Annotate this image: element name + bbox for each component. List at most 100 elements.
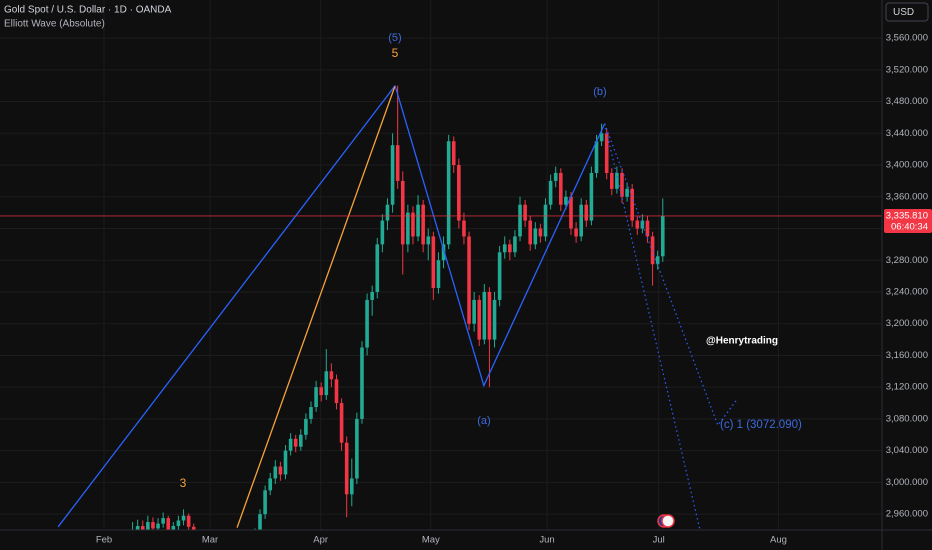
candle-body [370,291,374,300]
y-tick-label: 3,000.000 [886,477,928,488]
candle-body [655,256,660,265]
candle-body [553,172,558,181]
candle-body [411,212,415,237]
x-tick-label: May [422,535,440,546]
candle-body [528,220,533,245]
candle-body [436,260,441,289]
y-tick-label: 3,160.000 [886,350,928,361]
candle-body [268,478,273,491]
wave-label: @Henrytrading [706,336,778,347]
y-tick-label: 3,280.000 [886,255,928,266]
candle-body [518,204,522,237]
candle-body [589,172,594,221]
candle-body [140,526,145,530]
last-price-label: 3,335.810 [886,210,928,221]
y-tick-label: 2,960.000 [886,509,928,520]
candle-body [385,204,390,221]
candle-body [406,212,410,245]
candle-body [467,236,471,324]
candle-body [564,196,568,205]
candle-body [151,522,155,529]
candle-body [263,490,267,515]
candle-body [171,526,176,530]
candle-body [584,204,589,221]
candle-body [314,387,318,408]
candle-body [502,244,507,253]
grid [0,0,882,530]
wave-label: (b) [593,86,606,98]
candle-body [487,291,492,340]
candle-body [594,141,599,173]
candle-body [365,299,369,348]
candle-body [482,291,487,340]
wave-label: 5 [392,46,399,60]
candle-body [604,133,609,173]
candle-body [304,418,308,435]
y-tick-label: 3,200.000 [886,318,928,329]
candle-body [543,204,548,237]
y-tick-label: 3,360.000 [886,191,928,202]
candle-body [329,371,334,380]
candle-body [156,523,160,529]
candle-body [146,522,150,530]
candle-body [176,520,181,527]
candle-body [258,514,262,530]
candle-body [513,236,517,253]
x-tick-label: Jul [653,535,665,546]
y-tick-label: 3,240.000 [886,286,928,297]
x-tick-label: Jun [539,535,554,546]
currency-label[interactable]: USD [893,7,914,18]
candle-body [181,515,186,521]
last-price-tag [884,208,932,233]
x-tick-label: Apr [313,535,328,546]
chart-title: Gold Spot / U.S. Dollar · 1D · OANDA [4,5,172,16]
candle-body [339,403,344,443]
candle-body [630,188,634,221]
candle-body [599,133,604,142]
candle-body [390,145,395,205]
wave-label: 3 [180,476,187,490]
wave-line [394,85,606,388]
candle-body [421,204,425,245]
candle-body [645,220,650,237]
candle-body [400,180,405,245]
y-tick-label: 3,440.000 [886,128,928,139]
candle-body [283,450,288,475]
candle-body [492,299,497,340]
candle-body [135,526,140,530]
candle-body [426,236,431,245]
candle-body [293,438,298,447]
candle-body [533,228,538,245]
candle-body [298,434,303,447]
candle-body [538,228,543,237]
wave-line [57,85,396,528]
candle-body [497,252,502,300]
candle-body [446,141,451,245]
candle-body [288,438,293,451]
candle-body [523,204,527,221]
candle-body [380,220,385,245]
currency-button[interactable] [885,2,929,22]
candle-body [273,466,278,479]
candle-body [635,220,640,229]
y-tick-label: 3,480.000 [886,96,928,107]
candle-body [441,244,446,261]
candle-body [166,518,171,530]
candle-body [431,236,436,289]
event-icon[interactable] [661,514,675,528]
candle-body [309,407,313,419]
candle-body [477,299,482,340]
candle-body [574,228,578,237]
indicator-name: Elliott Wave (Absolute) [4,19,105,30]
candle-body [334,379,339,404]
candle-body [457,165,461,221]
y-tick-label: 3,040.000 [886,445,928,456]
candle-body [472,299,476,324]
candle-body [620,172,624,197]
candle-body [395,145,400,181]
candle-body [191,526,196,530]
candle-body [640,220,645,229]
y-tick-label: 3,400.000 [886,160,928,171]
